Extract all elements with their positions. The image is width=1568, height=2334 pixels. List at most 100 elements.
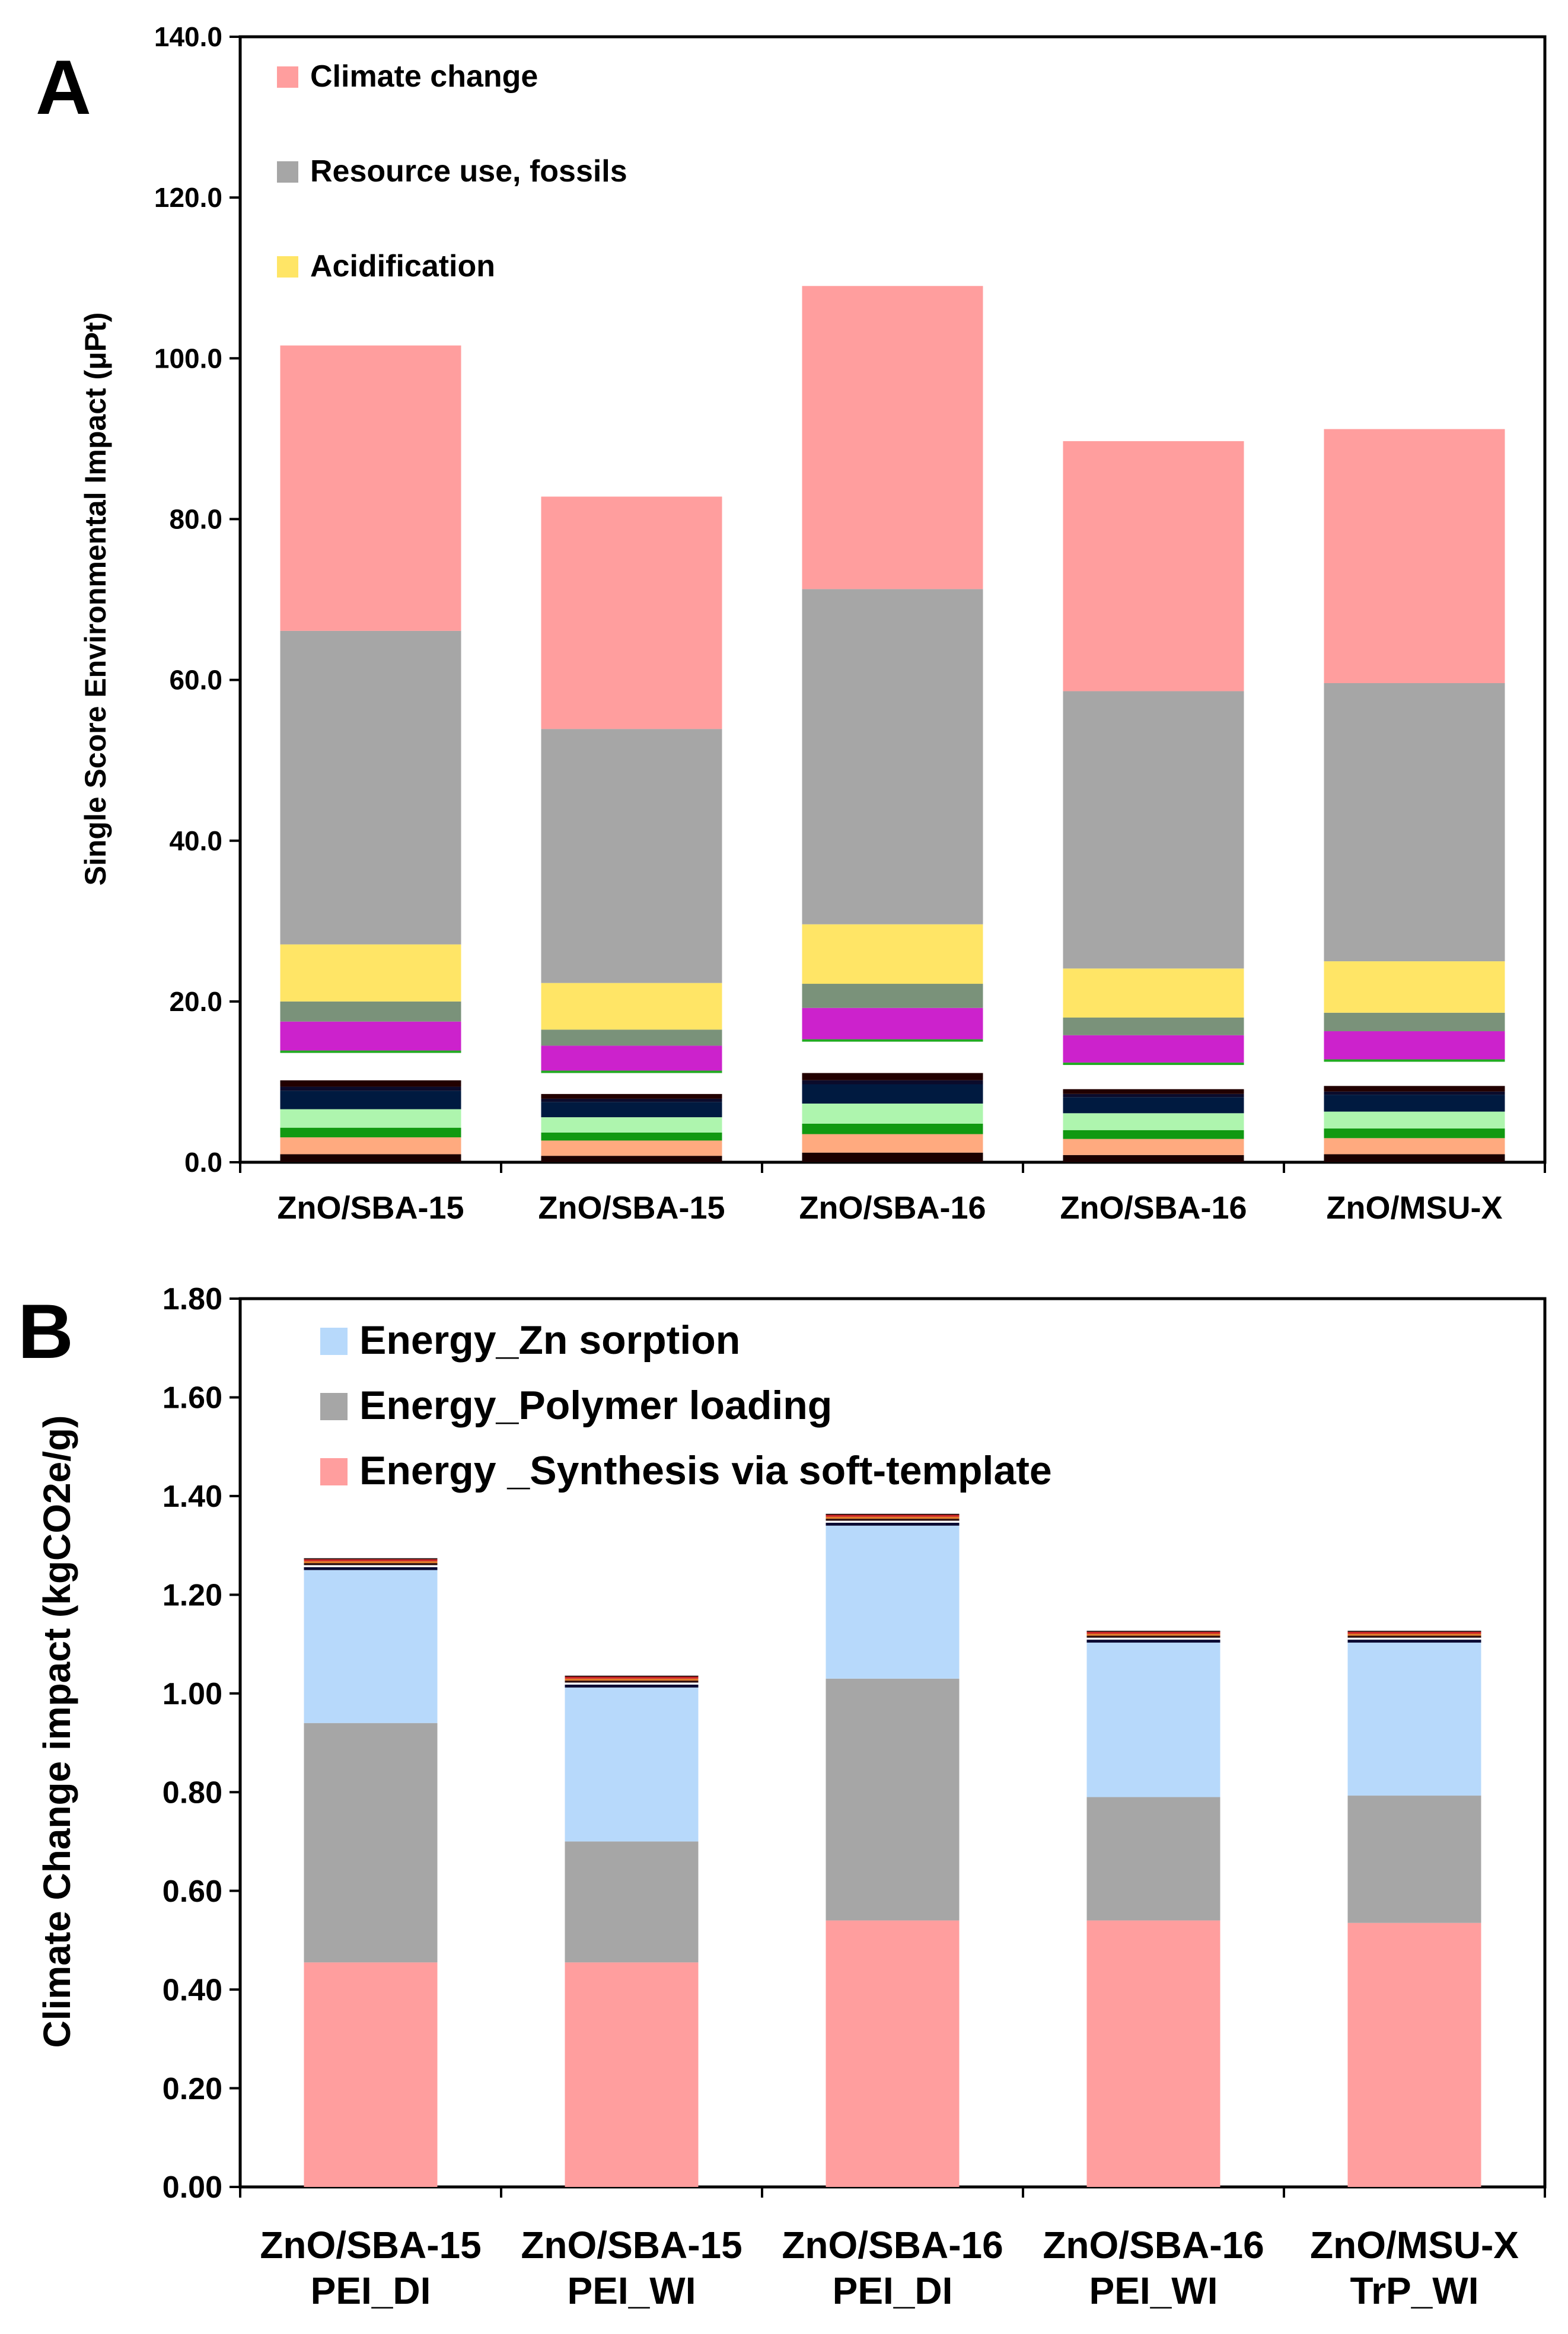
- bar-segment-energy-synthesis-via-soft-template: [1086, 1920, 1220, 2187]
- bar-segment-5: [541, 1098, 722, 1102]
- bar-segment-1: [1324, 1138, 1505, 1155]
- bar-segment-7: [304, 1559, 438, 1561]
- bar-segment-6: [826, 1516, 960, 1519]
- chart-panel-a: 0.0 20.0 40.0 60.0 80.0 100.0 120.0 140.0 ZnO/SB…: [154, 21, 1547, 1226]
- panel-a-ylabel: Single Score Environmental Impact (μPt): [79, 313, 112, 886]
- x-category-label: ZnO/SBA-16: [1060, 1190, 1247, 1226]
- bar-segment-energy-zn-sorption: [1086, 1643, 1220, 1797]
- bar-segment-2: [802, 1123, 983, 1134]
- bar-segment-5: [1086, 1635, 1220, 1638]
- legend-swatch: [277, 256, 298, 278]
- bar-segment-4: [1324, 1095, 1505, 1112]
- bar-segment-6: [304, 1561, 438, 1564]
- legend-swatch: [277, 66, 298, 88]
- bar-segment-3: [1063, 1113, 1244, 1130]
- bar-segment-resource-use-fossils: [1063, 691, 1244, 969]
- bar-segment-5: [802, 1080, 983, 1085]
- bar-segment-8: [802, 1039, 983, 1042]
- x-category-label-line2: PEI_DI: [311, 2269, 431, 2312]
- bar-segment-4: [280, 1091, 461, 1109]
- bar-segment-8: [1347, 1631, 1481, 1632]
- bar-segment-energy-synthesis-via-soft-template: [565, 1962, 699, 2187]
- bar-segment-4: [565, 1682, 699, 1685]
- x-category-label-line1: ZnO/SBA-16: [782, 2224, 1003, 2266]
- bar-segment-6: [280, 1080, 461, 1087]
- y-tick-label: 1.00: [162, 1677, 222, 1711]
- x-category-label-line1: ZnO/SBA-16: [1043, 2224, 1264, 2266]
- y-tick-label: 0.80: [162, 1775, 222, 1810]
- bar-segment-7: [826, 1514, 960, 1517]
- panel-letter-a: A: [36, 44, 91, 130]
- bar-segment-8: [826, 1513, 960, 1515]
- bar-segment-4: [1063, 1097, 1244, 1114]
- legend-label: Climate change: [310, 59, 538, 94]
- bar-segment-acidification: [280, 944, 461, 1002]
- bar-segment-energy-synthesis-via-soft-template: [1347, 1922, 1481, 2187]
- bar-segment-climate-change: [541, 496, 722, 729]
- bar-segment-energy-polymer-loading: [304, 1723, 438, 1963]
- bar-segment-5: [826, 1519, 960, 1521]
- bar-segment-3: [280, 1109, 461, 1128]
- bar-segment-3: [541, 1117, 722, 1133]
- bar-segment-2: [541, 1132, 722, 1141]
- bar-segment-3: [1086, 1640, 1220, 1643]
- bar-segment-1: [1063, 1139, 1244, 1155]
- bar-segment-1: [802, 1134, 983, 1153]
- bar-segment-6: [1063, 1089, 1244, 1094]
- bar-segment-4: [304, 1565, 438, 1567]
- bar-segment-4: [541, 1102, 722, 1118]
- x-category-label: ZnO/SBA-15: [277, 1190, 464, 1226]
- bar-segment-10: [1324, 1012, 1505, 1032]
- bar-segment-10: [802, 984, 983, 1008]
- bar-segment-3: [565, 1684, 699, 1688]
- y-tick-label: 100.0: [154, 343, 222, 374]
- bar-segment-5: [304, 1563, 438, 1565]
- bar-segment-8: [1086, 1631, 1220, 1632]
- bar-segment-energy-polymer-loading: [1086, 1797, 1220, 1921]
- bar-segment-10: [541, 1029, 722, 1046]
- bar-segment-7: [541, 1073, 722, 1094]
- bar-segment-3: [1324, 1111, 1505, 1129]
- bar-segment-6: [802, 1073, 983, 1080]
- y-tick-label: 0.60: [162, 1874, 222, 1909]
- bar-segment-7: [1063, 1064, 1244, 1089]
- bar-segment-8: [565, 1675, 699, 1677]
- bar-segment-9: [541, 1045, 722, 1071]
- bar-segment-resource-use-fossils: [802, 589, 983, 924]
- bar-segment-5: [280, 1086, 461, 1091]
- bar-segment-energy-polymer-loading: [565, 1841, 699, 1963]
- bar-segment-9: [280, 1021, 461, 1051]
- x-category-label-line1: ZnO/MSU-X: [1310, 2224, 1519, 2266]
- bar-segment-energy-synthesis-via-soft-template: [826, 1920, 960, 2187]
- bar-segment-6: [541, 1093, 722, 1099]
- bar-segment-acidification: [802, 924, 983, 984]
- bar-segment-8: [280, 1050, 461, 1053]
- y-tick-label: 1.80: [162, 1282, 222, 1316]
- bar-segment-6: [1086, 1634, 1220, 1636]
- legend-swatch: [320, 1393, 348, 1420]
- y-tick-label: 140.0: [154, 21, 222, 52]
- bar-segment-9: [1324, 1031, 1505, 1060]
- bar-segment-5: [565, 1681, 699, 1683]
- legend-swatch: [320, 1458, 348, 1485]
- bar-segment-3: [802, 1104, 983, 1124]
- bar-segment-energy-zn-sorption: [565, 1687, 699, 1842]
- bar-segment-acidification: [1063, 968, 1244, 1018]
- x-category-label-line2: TrP_WI: [1350, 2269, 1479, 2312]
- panel-letter-b: B: [18, 1288, 74, 1375]
- bar-segment-3: [826, 1522, 960, 1526]
- bar-segment-8: [541, 1070, 722, 1073]
- bar-segment-resource-use-fossils: [541, 729, 722, 983]
- bar-segment-8: [304, 1558, 438, 1560]
- legend-label: Energy_Zn sorption: [359, 1318, 740, 1363]
- panel-b-ylabel: Climate Change impact (kgCO2e/g): [36, 1415, 78, 2048]
- legend-swatch: [277, 161, 298, 183]
- bar-segment-4: [1086, 1637, 1220, 1640]
- bar-segment-0: [802, 1152, 983, 1162]
- x-category-label-line2: PEI_DI: [833, 2269, 953, 2312]
- bar-segment-4: [1347, 1637, 1481, 1640]
- bar-segment-climate-change: [802, 286, 983, 589]
- x-category-label: ZnO/SBA-16: [799, 1190, 986, 1226]
- y-tick-label: 40.0: [169, 825, 222, 856]
- bar-segment-7: [280, 1053, 461, 1080]
